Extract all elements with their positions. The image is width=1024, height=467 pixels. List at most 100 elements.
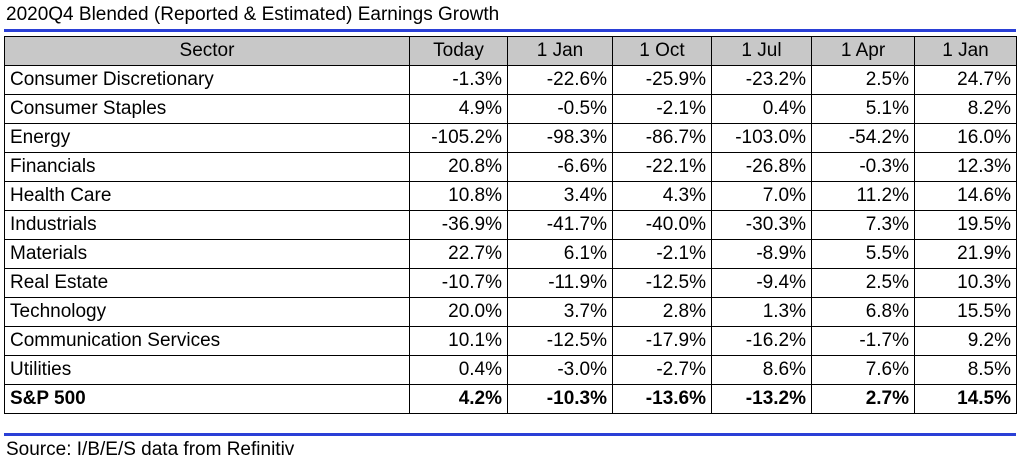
sector-cell: Utilities [4, 355, 410, 385]
chart-title: 2020Q4 Blended (Reported & Estimated) Ea… [6, 4, 500, 25]
value-cell: -2.7% [612, 355, 712, 385]
value-cell: 15.5% [914, 297, 1017, 327]
sector-cell: Energy [4, 123, 410, 153]
table-row: Consumer Staples 4.9% -0.5% -2.1% 0.4% 5.1% 8.… [4, 94, 1017, 124]
value-cell: 1.3% [711, 297, 812, 327]
value-cell: 0.4% [711, 94, 812, 124]
value-cell: -86.7% [612, 123, 712, 153]
value-cell: 21.9% [914, 239, 1017, 269]
sector-cell: Industrials [4, 210, 410, 240]
column-header-1-jul: 1 Jul [711, 36, 812, 66]
table-row: Communication Services 10.1% -12.5% -17.9% -… [4, 326, 1017, 356]
column-header-1-jan-prior: 1 Jan [914, 36, 1017, 66]
value-cell: 7.0% [711, 181, 812, 211]
value-cell: -36.9% [409, 210, 508, 240]
value-cell: -23.2% [711, 65, 812, 95]
value-cell: 8.2% [914, 94, 1017, 124]
value-cell: 4.9% [409, 94, 508, 124]
value-cell: 0.4% [409, 355, 508, 385]
sector-cell: Materials [4, 239, 410, 269]
value-cell: -11.9% [507, 268, 613, 298]
column-header-1-apr: 1 Apr [811, 36, 915, 66]
value-cell: -22.1% [612, 152, 712, 182]
value-cell: 10.3% [914, 268, 1017, 298]
column-header-today: Today [409, 36, 508, 66]
column-header-1-jan: 1 Jan [507, 36, 613, 66]
value-cell: -17.9% [612, 326, 712, 356]
value-cell: 7.3% [811, 210, 915, 240]
value-cell: -13.2% [711, 384, 812, 414]
value-cell: 14.5% [914, 384, 1017, 414]
table-row-total: S&P 500 4.2% -10.3% -13.6% -13.2% 2.7% 14.5% [4, 384, 1017, 414]
value-cell: 6.8% [811, 297, 915, 327]
value-cell: 3.4% [507, 181, 613, 211]
column-header-1-oct: 1 Oct [612, 36, 712, 66]
sector-cell: Health Care [4, 181, 410, 211]
table-row: Real Estate -10.7% -11.9% -12.5% -9.4% 2.5% 10… [4, 268, 1017, 298]
value-cell: -0.5% [507, 94, 613, 124]
value-cell: 10.8% [409, 181, 508, 211]
value-cell: -8.9% [711, 239, 812, 269]
value-cell: -1.7% [811, 326, 915, 356]
value-cell: -105.2% [409, 123, 508, 153]
value-cell: 11.2% [811, 181, 915, 211]
value-cell: 3.7% [507, 297, 613, 327]
value-cell: 19.5% [914, 210, 1017, 240]
value-cell: 7.6% [811, 355, 915, 385]
value-cell: -12.5% [612, 268, 712, 298]
table-row: Energy -105.2% -98.3% -86.7% -103.0% -54.2% 16… [4, 123, 1017, 153]
value-cell: 4.3% [612, 181, 712, 211]
value-cell: -40.0% [612, 210, 712, 240]
value-cell: -2.1% [612, 239, 712, 269]
value-cell: -41.7% [507, 210, 613, 240]
table-row: Financials 20.8% -6.6% -22.1% -26.8% -0.3% 12.… [4, 152, 1017, 182]
value-cell: -10.7% [409, 268, 508, 298]
value-cell: 5.1% [811, 94, 915, 124]
value-cell: 10.1% [409, 326, 508, 356]
value-cell: 16.0% [914, 123, 1017, 153]
value-cell: 8.6% [711, 355, 812, 385]
earnings-growth-table: Sector Today 1 Jan 1 Oct 1 Jul 1 Apr 1 J… [4, 36, 1017, 414]
value-cell: -2.1% [612, 94, 712, 124]
value-cell: 6.1% [507, 239, 613, 269]
top-rule [4, 29, 1016, 32]
value-cell: -25.9% [612, 65, 712, 95]
table-row: Utilities 0.4% -3.0% -2.7% 8.6% 7.6% 8.5% [4, 355, 1017, 385]
value-cell: -0.3% [811, 152, 915, 182]
value-cell: -26.8% [711, 152, 812, 182]
value-cell: 2.5% [811, 65, 915, 95]
source-note: Source: I/B/E/S data from Refinitiv [6, 439, 295, 460]
bottom-rule [4, 433, 1016, 436]
sector-cell: Technology [4, 297, 410, 327]
table-row: Materials 22.7% 6.1% -2.1% -8.9% 5.5% 21.9% [4, 239, 1017, 269]
value-cell: 2.5% [811, 268, 915, 298]
value-cell: -54.2% [811, 123, 915, 153]
value-cell: -98.3% [507, 123, 613, 153]
table-row: Consumer Discretionary -1.3% -22.6% -25.9% -… [4, 65, 1017, 95]
value-cell: 20.0% [409, 297, 508, 327]
value-cell: -103.0% [711, 123, 812, 153]
sector-cell: S&P 500 [4, 384, 410, 414]
column-header-sector: Sector [4, 36, 410, 66]
table-body: Consumer Discretionary -1.3% -22.6% -25.9% -… [4, 65, 1017, 414]
value-cell: 4.2% [409, 384, 508, 414]
value-cell: -1.3% [409, 65, 508, 95]
value-cell: -12.5% [507, 326, 613, 356]
value-cell: -30.3% [711, 210, 812, 240]
value-cell: 2.7% [811, 384, 915, 414]
value-cell: 22.7% [409, 239, 508, 269]
value-cell: -16.2% [711, 326, 812, 356]
value-cell: 24.7% [914, 65, 1017, 95]
sector-cell: Consumer Staples [4, 94, 410, 124]
value-cell: 2.8% [612, 297, 712, 327]
value-cell: -3.0% [507, 355, 613, 385]
sector-cell: Communication Services [4, 326, 410, 356]
value-cell: -13.6% [612, 384, 712, 414]
value-cell: 5.5% [811, 239, 915, 269]
table-row: Health Care 10.8% 3.4% 4.3% 7.0% 11.2% 14.6% [4, 181, 1017, 211]
value-cell: 14.6% [914, 181, 1017, 211]
sector-cell: Real Estate [4, 268, 410, 298]
value-cell: 20.8% [409, 152, 508, 182]
value-cell: 9.2% [914, 326, 1017, 356]
table-header-row: Sector Today 1 Jan 1 Oct 1 Jul 1 Apr 1 J… [4, 36, 1017, 66]
